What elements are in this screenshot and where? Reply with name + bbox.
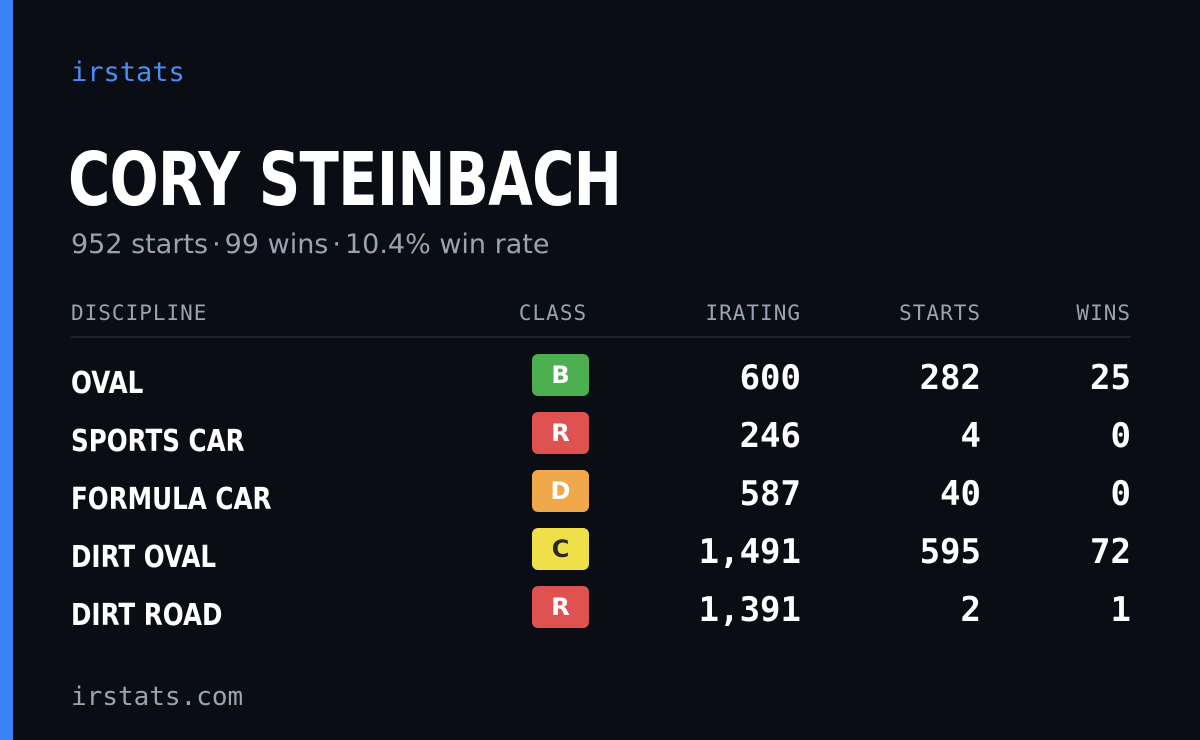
header-discipline: DISCIPLINE — [71, 301, 208, 325]
class-badge: C — [532, 528, 589, 570]
table-row: DIRT OVAL C 1,491 595 72 — [71, 524, 1131, 582]
row-starts: 40 — [940, 474, 981, 514]
row-irating: 600 — [739, 358, 801, 398]
row-irating: 246 — [739, 416, 801, 456]
row-irating: 1,391 — [698, 590, 801, 630]
table-row: FORMULA CAR D 587 40 0 — [71, 466, 1131, 524]
stats-table-header: DISCIPLINE CLASS IRATING STARTS WINS — [71, 300, 1131, 338]
summary-separator: · — [212, 229, 221, 260]
summary-separator: · — [332, 229, 341, 260]
row-wins: 72 — [1090, 532, 1131, 572]
summary-wins: 99 wins — [224, 229, 329, 260]
row-irating: 1,491 — [698, 532, 801, 572]
header-class: CLASS — [518, 301, 588, 325]
class-badge: R — [532, 586, 589, 628]
summary-win-rate: 10.4% win rate — [344, 229, 550, 260]
row-discipline: DIRT ROAD — [71, 598, 223, 633]
class-badge: R — [532, 412, 589, 454]
summary-starts: 952 starts — [71, 229, 209, 260]
class-badge: D — [532, 470, 589, 512]
row-wins: 0 — [1110, 416, 1131, 456]
row-discipline: SPORTS CAR — [71, 424, 245, 459]
row-starts: 4 — [960, 416, 981, 456]
brand-logo: irstats — [71, 57, 185, 88]
driver-summary: 952 starts · 99 wins · 10.4% win rate — [71, 228, 549, 262]
header-irating: IRATING — [705, 301, 801, 325]
footer-url: irstats.com — [71, 682, 244, 712]
row-starts: 282 — [919, 358, 981, 398]
table-row: OVAL B 600 282 25 — [71, 350, 1131, 408]
table-row: SPORTS CAR R 246 4 0 — [71, 408, 1131, 466]
row-wins: 0 — [1110, 474, 1131, 514]
row-irating: 587 — [739, 474, 801, 514]
row-discipline: FORMULA CAR — [71, 482, 272, 517]
class-badge: B — [532, 354, 589, 396]
header-starts: STARTS — [899, 301, 981, 325]
driver-name: CORY STEINBACH — [68, 137, 622, 223]
header-wins: WINS — [1076, 301, 1131, 325]
row-discipline: OVAL — [71, 366, 144, 401]
accent-bar — [0, 0, 13, 740]
row-discipline: DIRT OVAL — [71, 540, 217, 575]
row-wins: 25 — [1090, 358, 1131, 398]
row-starts: 2 — [960, 590, 981, 630]
row-starts: 595 — [919, 532, 981, 572]
stats-table-body: OVAL B 600 282 25 SPORTS CAR R 246 4 0 F… — [71, 350, 1131, 640]
table-row: DIRT ROAD R 1,391 2 1 — [71, 582, 1131, 640]
row-wins: 1 — [1110, 590, 1131, 630]
